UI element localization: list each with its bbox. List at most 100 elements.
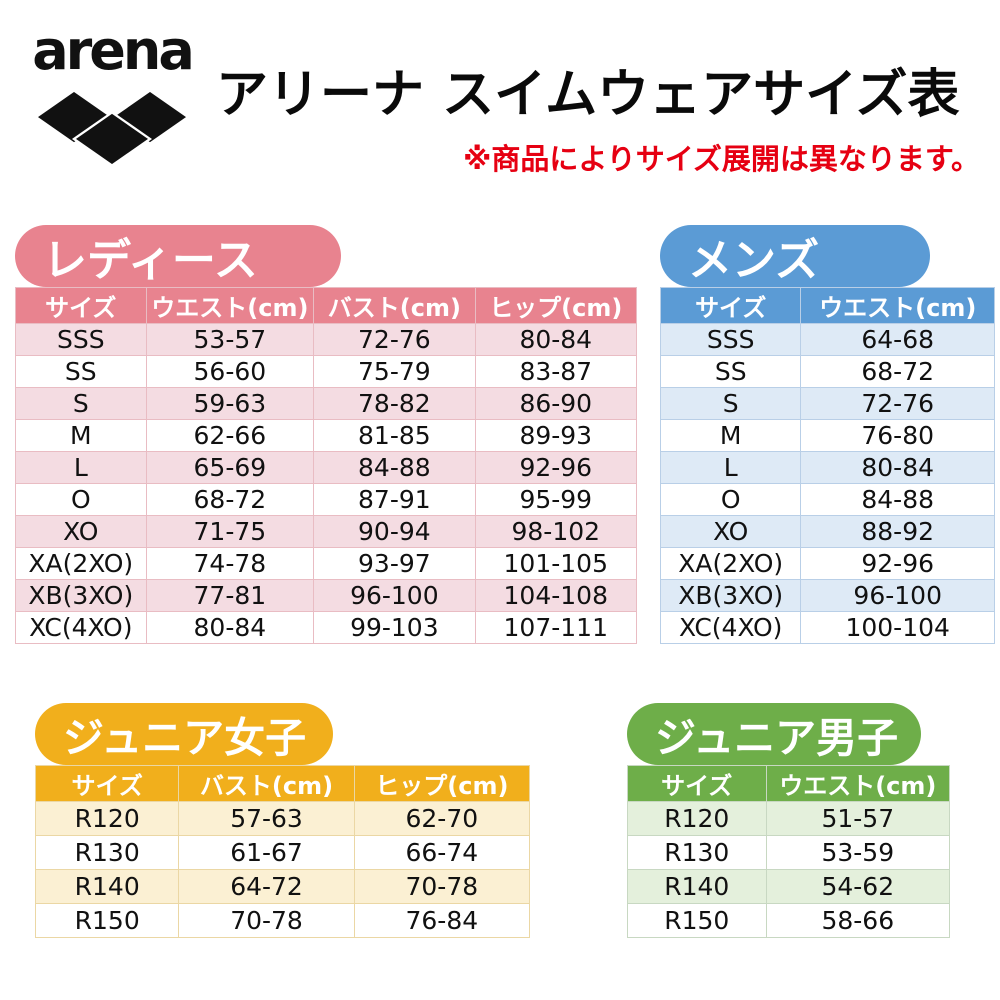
arena-diamonds-icon: [36, 89, 188, 166]
measurement-cell: 68-72: [145, 483, 315, 516]
measurement-cell: 71-75: [145, 515, 315, 548]
measurement-cell: 74-78: [145, 547, 315, 580]
size-cell: SSS: [15, 323, 147, 356]
size-cell: R130: [34, 835, 180, 870]
measurement-cell: 104-108: [474, 579, 638, 612]
size-cell: XB(3XO): [659, 579, 802, 612]
measurement-cell: 70-78: [353, 869, 531, 904]
size-cell: M: [659, 419, 802, 452]
header-row: サイズ ウエスト(cm) バスト(cm) ヒップ(cm): [15, 287, 638, 324]
size-cell: R140: [627, 869, 767, 904]
table-row: SSS 53-57 72-76 80-84: [15, 323, 638, 356]
table-row: L 65-69 84-88 92-96: [15, 451, 638, 484]
size-cell: SS: [15, 355, 147, 388]
table-row: XO 88-92: [659, 515, 995, 548]
size-cell: L: [15, 451, 147, 484]
measurement-cell: 75-79: [313, 355, 476, 388]
measurement-cell: 93-97: [313, 547, 476, 580]
size-cell: R140: [34, 869, 180, 904]
arena-logo: arena: [32, 19, 195, 166]
measurement-cell: 88-92: [800, 515, 995, 548]
size-cell: R120: [34, 801, 180, 836]
measurement-cell: 83-87: [474, 355, 638, 388]
measurement-cell: 51-57: [765, 801, 951, 836]
size-cell: XC(4XO): [659, 611, 802, 644]
table-row: SSS 64-68: [659, 323, 995, 356]
measurement-cell: 99-103: [313, 611, 476, 644]
measurement-cell: 61-67: [178, 835, 355, 870]
measurement-cell: 95-99: [474, 483, 638, 516]
size-cell: L: [659, 451, 802, 484]
size-cell: O: [15, 483, 147, 516]
junior-boys-badge: ジュニア男子: [627, 703, 921, 765]
size-cell: R130: [627, 835, 767, 870]
table-row: XB(3XO) 96-100: [659, 579, 995, 612]
table-row: R150 58-66: [627, 903, 951, 938]
measurement-cell: 64-68: [800, 323, 995, 356]
measurement-cell: 68-72: [800, 355, 995, 388]
measurement-cell: 98-102: [474, 515, 638, 548]
junior-boys-size-table: サイズ ウエスト(cm) R120 51-57 R130 53-59 R140 54-62 R1…: [627, 765, 951, 938]
measurement-cell: 66-74: [353, 835, 531, 870]
size-cell: R120: [627, 801, 767, 836]
measurement-cell: 100-104: [800, 611, 995, 644]
junior-girls-badge: ジュニア女子: [35, 703, 333, 765]
table-row: L 80-84: [659, 451, 995, 484]
table-row: XA(2XO) 74-78 93-97 101-105: [15, 547, 638, 580]
arena-logo-text: arena: [32, 19, 195, 82]
table-row: M 76-80: [659, 419, 995, 452]
junior-girls-size-table: サイズ バスト(cm) ヒップ(cm) R120 57-63 62-70 R130 61-67…: [34, 765, 531, 938]
column-header: ヒップ(cm): [353, 765, 531, 802]
measurement-cell: 101-105: [474, 547, 638, 580]
table-row: R130 61-67 66-74: [34, 835, 531, 870]
page-title: アリーナ スイムウェアサイズ表: [216, 65, 960, 125]
table-row: R120 57-63 62-70: [34, 801, 531, 836]
table-row: XA(2XO) 92-96: [659, 547, 995, 580]
column-header: サイズ: [659, 287, 802, 324]
column-header: ウエスト(cm): [800, 287, 995, 324]
measurement-cell: 89-93: [474, 419, 638, 452]
size-variation-notice: ※商品によりサイズ展開は異なります。: [463, 142, 980, 176]
table-row: XO 71-75 90-94 98-102: [15, 515, 638, 548]
table-row: R140 64-72 70-78: [34, 869, 531, 904]
mens-section: メンズ サイズ ウエスト(cm) SSS 64-68 SS 68-72 S 72-76 M 76-…: [659, 225, 995, 644]
measurement-cell: 64-72: [178, 869, 355, 904]
size-cell: SS: [659, 355, 802, 388]
measurement-cell: 84-88: [313, 451, 476, 484]
ladies-section: レディース サイズ ウエスト(cm) バスト(cm) ヒップ(cm) SSS 53-57 7…: [15, 225, 638, 644]
measurement-cell: 54-62: [765, 869, 951, 904]
measurement-cell: 72-76: [313, 323, 476, 356]
column-header: ウエスト(cm): [145, 287, 315, 324]
measurement-cell: 77-81: [145, 579, 315, 612]
mens-badge: メンズ: [660, 225, 930, 287]
junior-girls-section: ジュニア女子 サイズ バスト(cm) ヒップ(cm) R120 57-63 62-70 R1…: [34, 703, 531, 938]
column-header: サイズ: [15, 287, 147, 324]
size-cell: O: [659, 483, 802, 516]
measurement-cell: 58-66: [765, 903, 951, 938]
ladies-size-table: サイズ ウエスト(cm) バスト(cm) ヒップ(cm) SSS 53-57 72-76 80…: [15, 287, 638, 644]
table-row: O 68-72 87-91 95-99: [15, 483, 638, 516]
measurement-cell: 96-100: [800, 579, 995, 612]
ladies-badge: レディース: [15, 225, 341, 287]
measurement-cell: 53-59: [765, 835, 951, 870]
junior-boys-section: ジュニア男子 サイズ ウエスト(cm) R120 51-57 R130 53-59 R140…: [627, 703, 951, 938]
column-header: バスト(cm): [313, 287, 476, 324]
table-row: O 84-88: [659, 483, 995, 516]
measurement-cell: 72-76: [800, 387, 995, 420]
mens-size-table: サイズ ウエスト(cm) SSS 64-68 SS 68-72 S 72-76 M 76-80 L 8…: [659, 287, 995, 644]
measurement-cell: 84-88: [800, 483, 995, 516]
measurement-cell: 90-94: [313, 515, 476, 548]
size-cell: XA(2XO): [659, 547, 802, 580]
measurement-cell: 107-111: [474, 611, 638, 644]
table-row: R120 51-57: [627, 801, 951, 836]
measurement-cell: 76-80: [800, 419, 995, 452]
size-cell: XO: [15, 515, 147, 548]
measurement-cell: 92-96: [474, 451, 638, 484]
measurement-cell: 59-63: [145, 387, 315, 420]
table-row: SS 56-60 75-79 83-87: [15, 355, 638, 388]
size-cell: S: [15, 387, 147, 420]
measurement-cell: 80-84: [145, 611, 315, 644]
measurement-cell: 96-100: [313, 579, 476, 612]
table-row: SS 68-72: [659, 355, 995, 388]
